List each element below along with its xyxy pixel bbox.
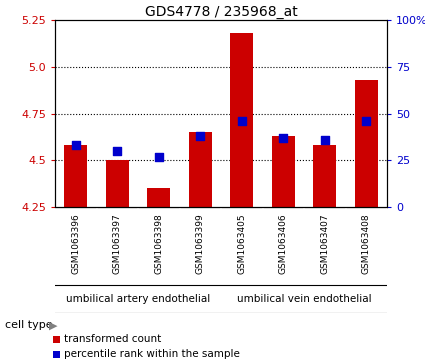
- FancyBboxPatch shape: [53, 351, 60, 358]
- Point: [197, 133, 204, 139]
- Point: [363, 118, 370, 124]
- Text: transformed count: transformed count: [64, 334, 161, 344]
- Bar: [230, 33, 253, 207]
- Text: GSM1063406: GSM1063406: [279, 213, 288, 274]
- Point: [114, 148, 121, 154]
- Bar: [272, 136, 295, 207]
- Text: GSM1063397: GSM1063397: [113, 213, 122, 274]
- Text: GSM1063399: GSM1063399: [196, 213, 205, 274]
- Point: [280, 135, 286, 141]
- Text: cell type: cell type: [5, 321, 53, 330]
- Text: percentile rank within the sample: percentile rank within the sample: [64, 349, 240, 359]
- FancyBboxPatch shape: [53, 335, 60, 343]
- Bar: [147, 188, 170, 207]
- Bar: [313, 145, 336, 207]
- Point: [156, 154, 162, 159]
- Text: GSM1063407: GSM1063407: [320, 213, 329, 274]
- Bar: [106, 160, 129, 207]
- Text: GSM1063398: GSM1063398: [154, 213, 163, 274]
- Text: umbilical artery endothelial: umbilical artery endothelial: [66, 294, 210, 304]
- Point: [321, 137, 328, 143]
- Title: GDS4778 / 235968_at: GDS4778 / 235968_at: [144, 5, 298, 19]
- Text: ▶: ▶: [49, 321, 57, 330]
- Text: GSM1063405: GSM1063405: [237, 213, 246, 274]
- Bar: [189, 132, 212, 207]
- Bar: [355, 80, 378, 207]
- Text: GSM1063408: GSM1063408: [362, 213, 371, 274]
- Text: umbilical vein endothelial: umbilical vein endothelial: [237, 294, 371, 304]
- Point: [72, 142, 79, 148]
- Point: [238, 118, 245, 124]
- Bar: [64, 145, 87, 207]
- Text: GSM1063396: GSM1063396: [71, 213, 80, 274]
